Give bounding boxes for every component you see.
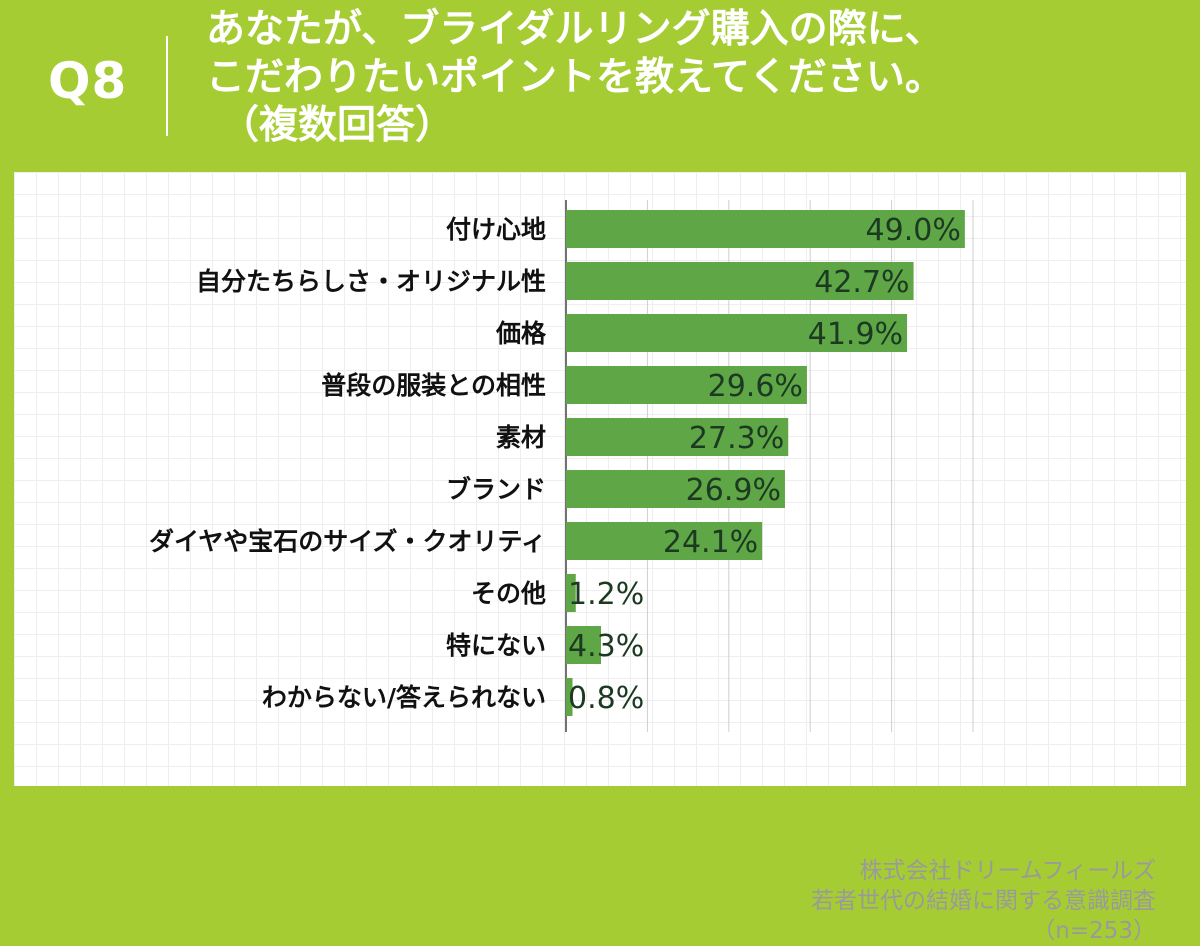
bar-chart: 付け心地 49.0% 自分たちらしさ・オリジナル性 42.7% 価格 41.9% 普段の服装… bbox=[149, 200, 974, 732]
bar bbox=[566, 522, 763, 560]
bar bbox=[566, 262, 914, 300]
category-label: 普段の服装との相性 bbox=[321, 371, 546, 400]
header: Q8 あなたが、ブライダルリング購入の際に、 こだわりたいポイントを教えてくださ… bbox=[0, 0, 1200, 170]
title-line-2: こだわりたいポイントを教えてください。 bbox=[206, 55, 944, 100]
category-label: ダイヤや宝石のサイズ・クオリティ bbox=[149, 527, 546, 556]
bar bbox=[566, 470, 785, 508]
title-line-1: あなたが、ブライダルリング購入の際に、 bbox=[206, 7, 944, 52]
header-divider bbox=[166, 36, 168, 136]
category-label: 付け心地 bbox=[446, 215, 546, 244]
chart-panel: 付け心地 49.0% 自分たちらしさ・オリジナル性 42.7% 価格 41.9% 普段の服装… bbox=[14, 172, 1186, 944]
value-label: 29.6% bbox=[708, 369, 803, 404]
category-label: わからない/答えられない bbox=[262, 683, 546, 712]
value-label: 1.2% bbox=[568, 577, 644, 612]
bar bbox=[566, 314, 908, 352]
bar bbox=[566, 366, 807, 404]
value-label: 4.3% bbox=[568, 629, 644, 664]
bar bbox=[566, 418, 789, 456]
value-label: 27.3% bbox=[689, 421, 784, 456]
value-label: 41.9% bbox=[808, 317, 903, 352]
credit-sample-size: （n=253） bbox=[1032, 918, 1156, 944]
bar bbox=[566, 678, 573, 716]
question-title: あなたが、ブライダルリング購入の際に、 こだわりたいポイントを教えてください。 … bbox=[206, 6, 944, 150]
category-label: 特にない bbox=[446, 631, 546, 660]
question-number: Q8 bbox=[48, 52, 128, 110]
bar bbox=[566, 210, 965, 248]
bar bbox=[566, 626, 602, 664]
credit-survey: 若者世代の結婚に関する意識調査 bbox=[811, 888, 1156, 914]
value-label: 0.8% bbox=[568, 681, 644, 716]
value-label: 49.0% bbox=[866, 213, 961, 248]
category-label: ブランド bbox=[446, 475, 546, 504]
category-label: 素材 bbox=[496, 423, 546, 452]
value-label: 42.7% bbox=[814, 265, 909, 300]
value-label: 26.9% bbox=[686, 473, 781, 508]
credit-company: 株式会社ドリームフィールズ bbox=[859, 858, 1156, 884]
source-credit: 株式会社ドリームフィールズ 若者世代の結婚に関する意識調査 （n=253） bbox=[811, 856, 1156, 946]
category-label: その他 bbox=[471, 579, 546, 608]
bar bbox=[566, 574, 576, 612]
title-line-3: （複数回答） bbox=[220, 103, 455, 148]
category-label: 価格 bbox=[495, 319, 547, 348]
category-label: 自分たちらしさ・オリジナル性 bbox=[196, 267, 546, 296]
value-label: 24.1% bbox=[663, 525, 758, 560]
